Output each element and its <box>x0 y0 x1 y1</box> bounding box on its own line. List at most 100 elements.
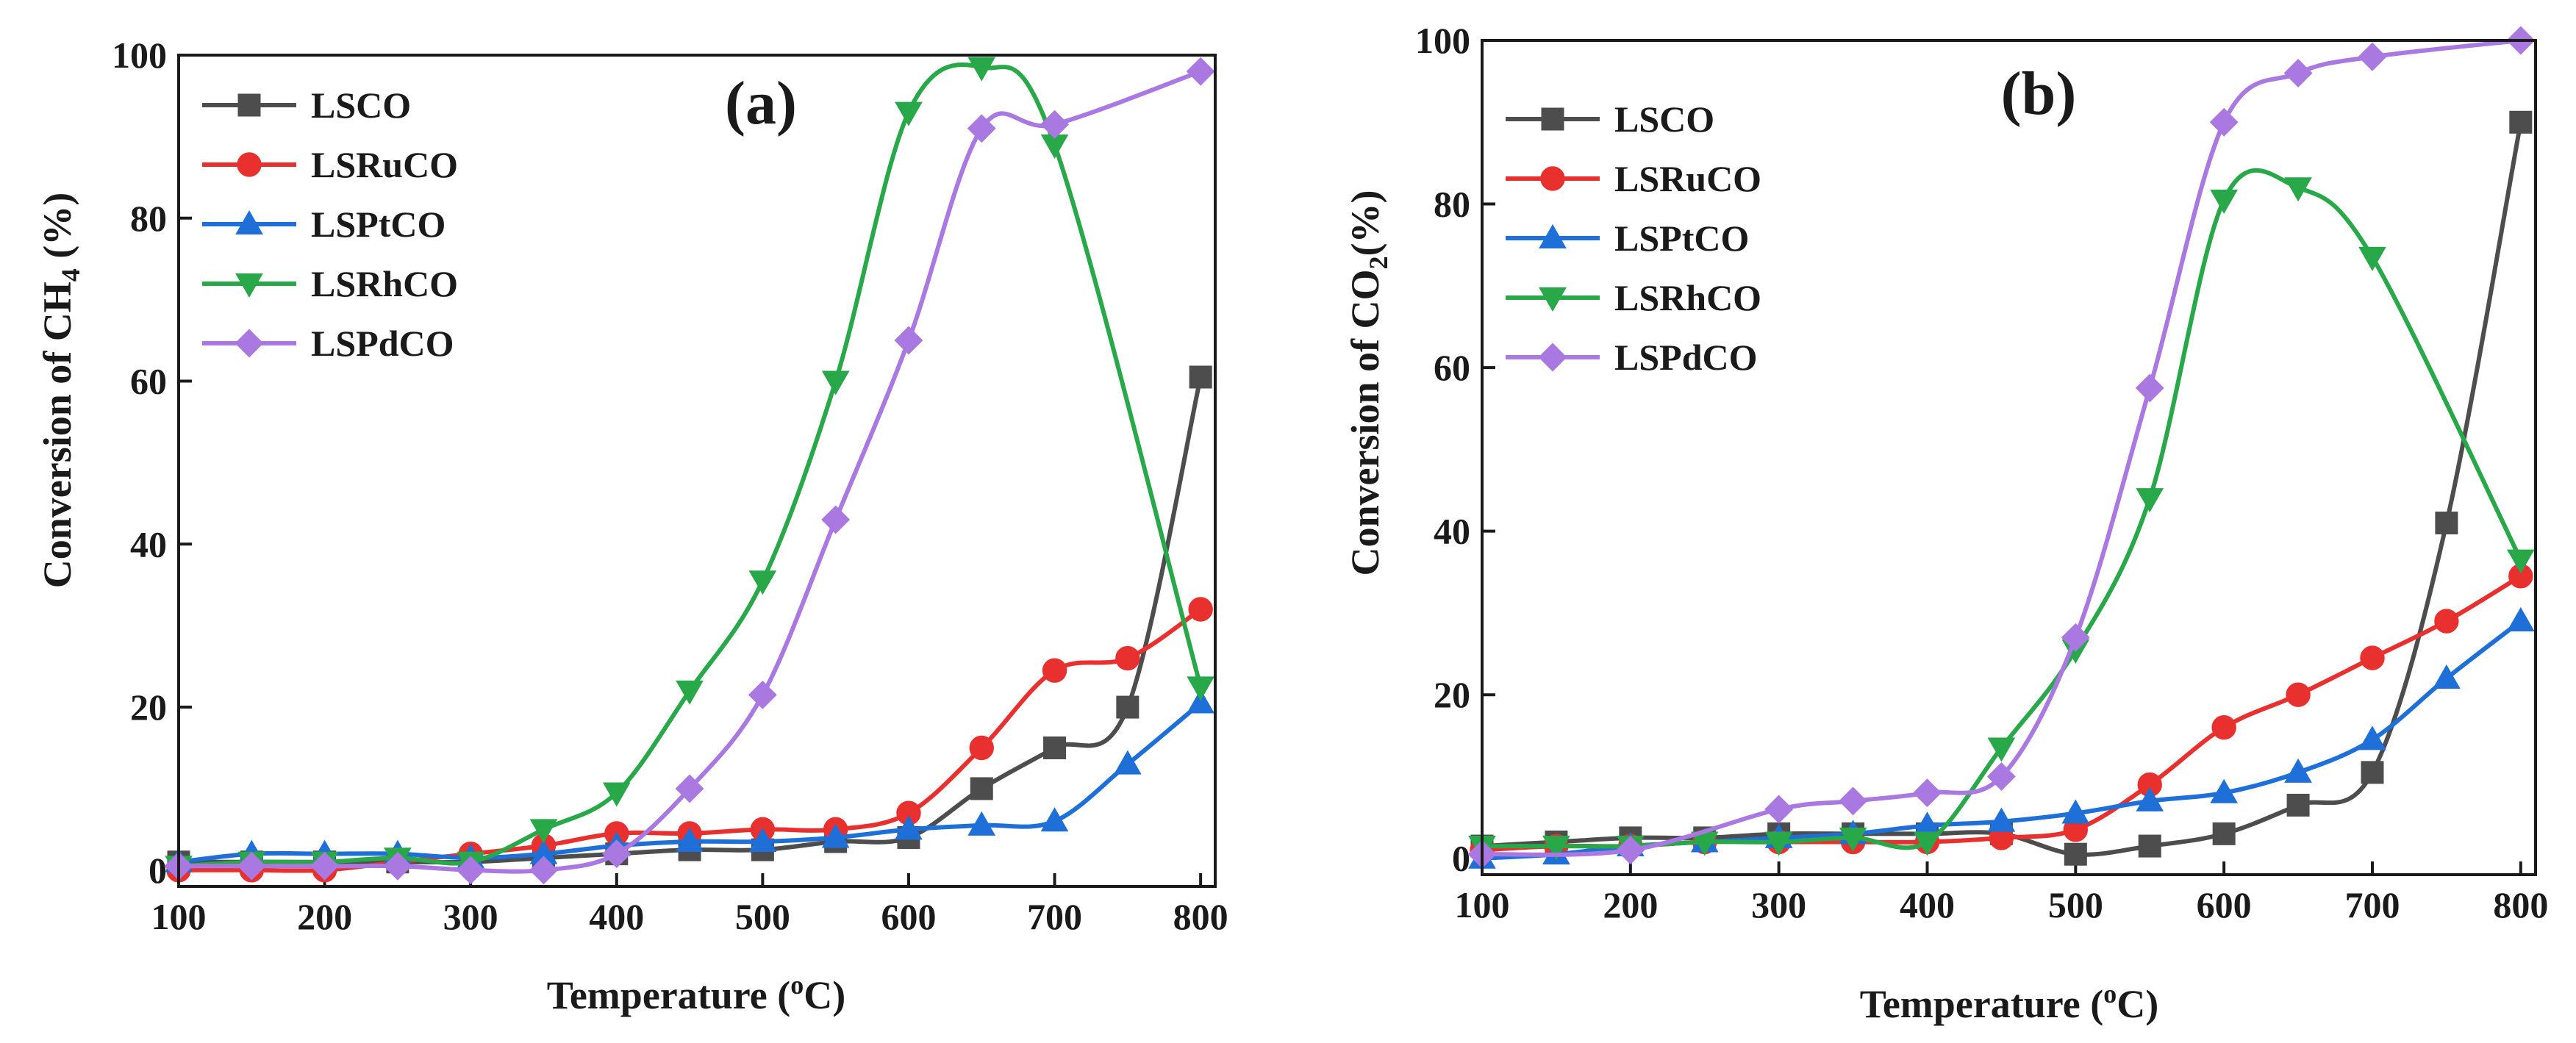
data-point <box>2284 758 2312 783</box>
panel-a: Conversion of CH4 (%) Temperature (oC) (… <box>35 35 1228 1017</box>
data-point <box>2506 549 2535 574</box>
data-point <box>1839 786 1868 816</box>
data-point <box>2210 778 2239 803</box>
data-point <box>1987 807 2016 832</box>
panel-b: Conversion of CO2(%) Temperature (oC) (b… <box>1343 20 2548 1026</box>
x-tick-label: 600 <box>881 896 936 937</box>
x-tick-label: 800 <box>2493 884 2548 925</box>
legend-marker <box>1539 287 1567 312</box>
data-point <box>2209 107 2239 137</box>
y-tick-label: 60 <box>130 361 167 402</box>
data-point <box>2286 793 2310 817</box>
data-point <box>2358 42 2387 71</box>
x-tick-label: 400 <box>589 896 644 937</box>
x-tick-label: 200 <box>1603 884 1658 925</box>
legend-marker <box>1541 107 1564 131</box>
y-tick-label: 100 <box>1415 20 1470 61</box>
series-lsrhco <box>1468 168 2535 861</box>
data-point <box>675 774 704 803</box>
data-point <box>602 782 631 807</box>
legend-marker <box>235 329 264 358</box>
x-tick-label: 300 <box>443 896 498 937</box>
data-point <box>2138 834 2161 858</box>
x-tick-label: 500 <box>735 896 790 937</box>
data-point <box>2361 761 2384 784</box>
data-point <box>529 819 558 844</box>
y-axis-title: Conversion of CO2(%) <box>1343 190 1393 576</box>
data-point <box>2435 512 2458 535</box>
data-point <box>821 823 850 848</box>
y-axis-title: Conversion of CH4 (%) <box>35 193 85 588</box>
data-point <box>2210 189 2239 214</box>
data-point <box>1187 689 1215 714</box>
x-tick-label: 400 <box>1900 884 1955 925</box>
y-tick-label: 60 <box>1434 347 1470 388</box>
data-point <box>1187 676 1215 701</box>
data-point <box>1189 365 1212 389</box>
data-point <box>1113 750 1142 775</box>
data-point <box>969 735 994 761</box>
legend-item: LSRuCO <box>1506 158 1761 199</box>
legend-item: LSCO <box>1506 98 1714 140</box>
legend-item: LSCO <box>202 85 411 126</box>
x-axis-title: Temperature (oC) <box>547 970 845 1017</box>
legend-marker <box>1539 223 1567 248</box>
data-point <box>310 851 340 881</box>
data-point <box>1042 658 1067 683</box>
legend-label: LSPtCO <box>311 204 446 245</box>
data-point <box>967 114 996 143</box>
data-point <box>2434 609 2459 634</box>
data-point <box>2136 786 2164 811</box>
data-point <box>2135 373 2164 403</box>
legend-label: LSRuCO <box>1614 158 1761 199</box>
plot-frame <box>177 54 1217 888</box>
x-tick-label: 700 <box>1027 896 1082 937</box>
y-tick-label: 0 <box>1452 838 1470 879</box>
data-point <box>2358 246 2386 271</box>
legend-item: LSRuCO <box>202 144 458 185</box>
data-point <box>1542 836 1570 861</box>
data-point <box>895 815 923 840</box>
data-point <box>748 828 777 853</box>
data-point <box>2212 822 2236 845</box>
legend-label: LSPtCO <box>1614 218 1749 259</box>
series-lsrhco <box>165 57 1215 881</box>
x-axis-title: Temperature (oC) <box>1860 979 2158 1026</box>
data-point <box>676 828 704 853</box>
data-point <box>821 505 851 534</box>
series-lspdco <box>164 57 1215 885</box>
data-point <box>970 777 993 800</box>
data-point <box>2211 715 2236 740</box>
data-point <box>1839 827 1867 852</box>
x-tick-label: 800 <box>1173 896 1228 937</box>
data-point <box>1115 645 1140 671</box>
y-tick-label: 40 <box>1434 511 1470 552</box>
data-point <box>748 680 777 709</box>
data-point <box>1116 695 1139 719</box>
data-point <box>1764 831 1793 856</box>
legend-label: LSRhCO <box>1614 277 1761 318</box>
data-point <box>2283 59 2313 87</box>
data-point <box>1764 795 1794 824</box>
legend-label: LSPdCO <box>311 323 454 364</box>
legend-marker <box>237 152 262 177</box>
data-point <box>2433 664 2461 689</box>
legend: LSCO LSRuCO LSPtCO LSRhCO LSPdCO <box>202 85 458 364</box>
data-point <box>1986 762 2016 791</box>
legend-label: LSRhCO <box>311 263 458 304</box>
y-tick-label: 20 <box>130 687 167 728</box>
legend-marker <box>1538 343 1567 372</box>
y-tick-label: 40 <box>130 523 167 564</box>
legend-label: LSCO <box>1614 98 1714 140</box>
data-point <box>383 851 412 881</box>
data-point <box>2136 488 2164 513</box>
data-point <box>748 570 777 595</box>
data-point <box>1043 736 1067 759</box>
x-tick-label: 100 <box>1455 884 1510 925</box>
data-point <box>894 326 923 355</box>
data-point <box>1987 737 2016 762</box>
data-point <box>2284 177 2312 202</box>
data-point <box>2064 842 2087 866</box>
data-point <box>1913 831 1942 856</box>
